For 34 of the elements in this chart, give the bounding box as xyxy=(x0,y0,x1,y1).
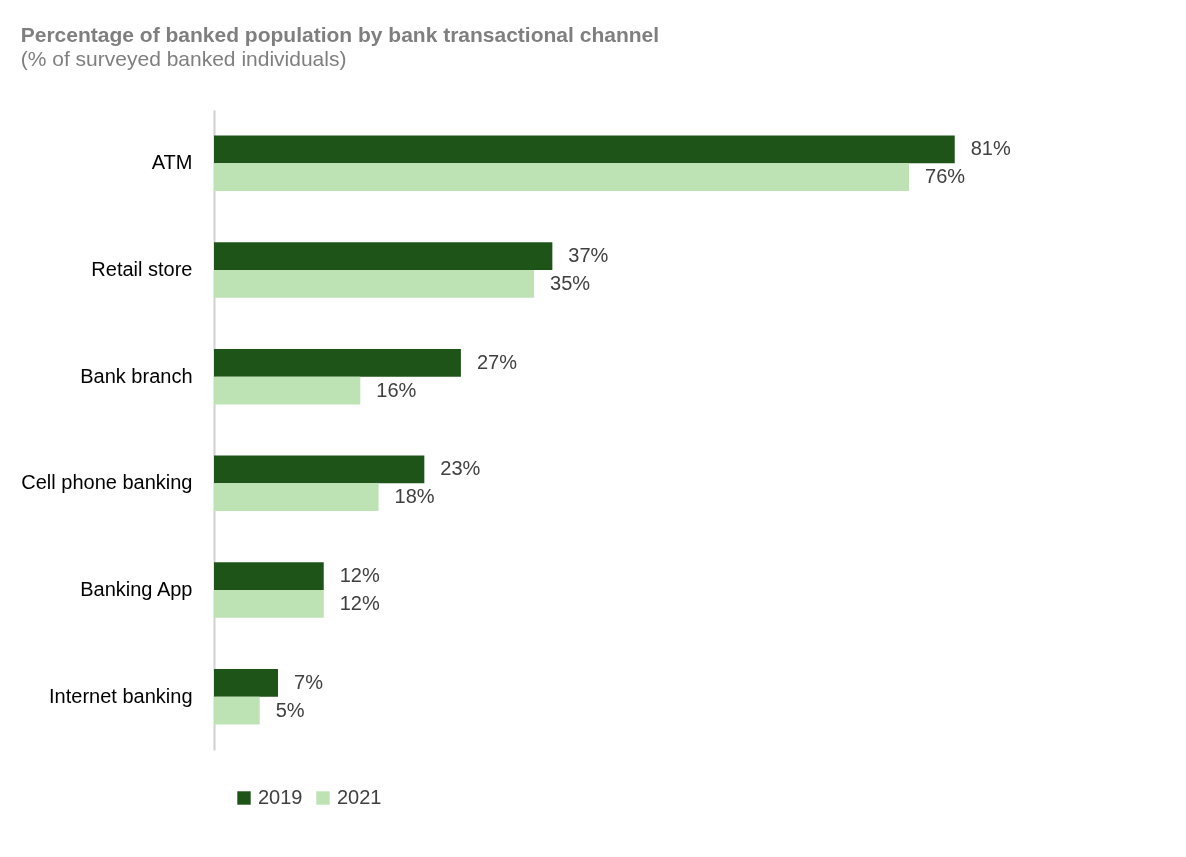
y-tick-label: Bank branch xyxy=(80,364,193,387)
bar xyxy=(214,242,553,270)
data-label: 81% xyxy=(970,137,1011,160)
data-label: 7% xyxy=(294,670,324,693)
bar xyxy=(214,455,425,484)
data-label: 12% xyxy=(339,564,380,587)
data-label: 27% xyxy=(476,350,518,373)
bar xyxy=(214,376,361,405)
bar xyxy=(214,270,535,298)
bar xyxy=(214,696,260,725)
bar xyxy=(214,562,324,590)
data-label: 16% xyxy=(376,378,417,401)
y-tick-label: ATM xyxy=(151,151,193,174)
data-label: 23% xyxy=(440,457,481,480)
y-tick-label: Banking App xyxy=(80,578,193,600)
bar xyxy=(214,590,324,618)
y-tick-label: Internet banking xyxy=(49,684,193,707)
bar xyxy=(214,483,379,512)
data-label: 76% xyxy=(925,165,966,188)
data-label: 37% xyxy=(568,244,609,267)
chart-title: Percentage of banked population by bank transactional channel xyxy=(20,23,660,46)
y-tick-label: Cell phone banking xyxy=(21,471,193,494)
legend-label: 2019 xyxy=(258,786,303,808)
legend-label: 2021 xyxy=(337,786,382,808)
data-label: 18% xyxy=(394,485,435,508)
y-tick-label: Retail store xyxy=(91,258,193,280)
bar xyxy=(214,163,910,192)
data-label: 12% xyxy=(339,591,380,614)
bar xyxy=(214,668,279,697)
bar xyxy=(214,348,461,377)
data-label: 35% xyxy=(550,271,591,294)
chart-subtitle: (% of surveyed banked individuals) xyxy=(20,47,347,70)
bar xyxy=(214,135,955,164)
data-label: 5% xyxy=(275,698,305,721)
